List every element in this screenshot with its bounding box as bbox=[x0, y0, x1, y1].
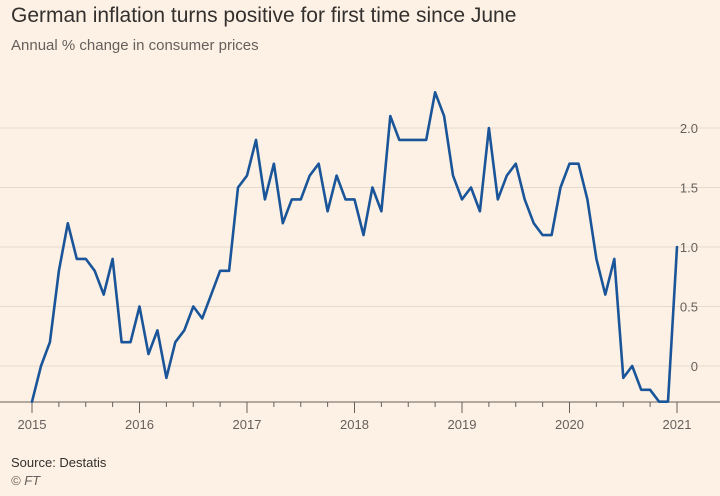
y-tick-label: 1.0 bbox=[680, 240, 698, 255]
y-tick-label: 0 bbox=[691, 359, 698, 374]
y-axis-labels: 0 0.5 1.0 1.5 2.0 bbox=[680, 121, 698, 374]
x-tick-label: 2020 bbox=[555, 417, 584, 432]
series-layer bbox=[30, 91, 679, 404]
series-line-inflation bbox=[30, 91, 679, 404]
y-tick-label: 0.5 bbox=[680, 300, 698, 315]
x-tick-label: 2016 bbox=[125, 417, 154, 432]
gridlines bbox=[0, 127, 720, 367]
y-tick-label: 2.0 bbox=[680, 121, 698, 136]
chart-subtitle: Annual % change in consumer prices bbox=[11, 37, 259, 54]
x-tick-label: 2017 bbox=[233, 417, 262, 432]
y-tick-label: 1.5 bbox=[680, 181, 698, 196]
x-tick-label: 2018 bbox=[340, 417, 369, 432]
x-tick-label: 2015 bbox=[18, 417, 47, 432]
line-chart: 00.51.01.52.0 2015 2016 2017 2018 2019 2020 20… bbox=[0, 91, 720, 432]
x-tick-label: 2019 bbox=[448, 417, 477, 432]
x-axis: 2015 2016 2017 2018 2019 2020 2021 bbox=[0, 401, 720, 432]
source-note: Source: Destatis bbox=[11, 455, 107, 470]
chart-title: German inflation turns positive for firs… bbox=[11, 4, 517, 27]
credit-note: © FT bbox=[11, 473, 41, 488]
x-tick-label: 2021 bbox=[663, 417, 692, 432]
